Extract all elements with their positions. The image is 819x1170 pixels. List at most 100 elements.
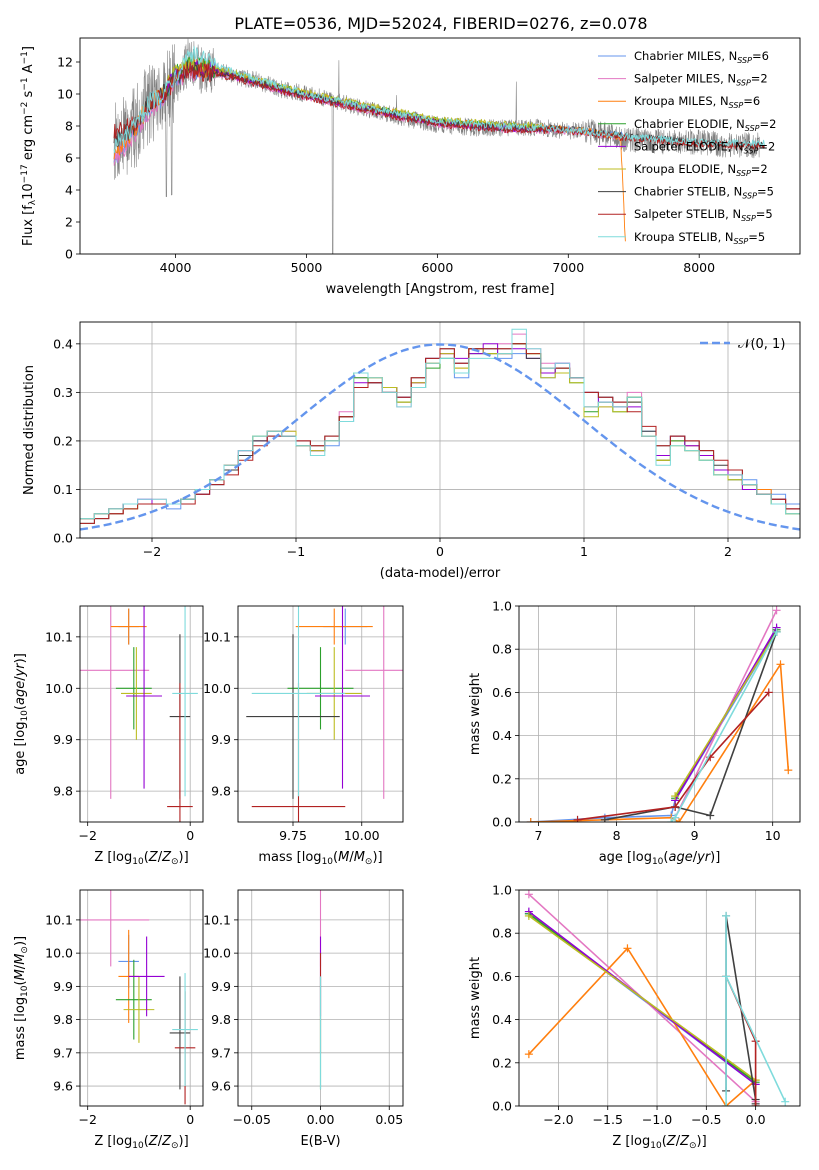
y-tick-label: 0.2 — [492, 771, 512, 786]
axes-frame — [79, 605, 204, 823]
x-tick-label: −2 — [78, 1112, 96, 1127]
errorbar-chabrier_stelib — [169, 976, 191, 1090]
weight-marker-kroupa_miles — [526, 818, 535, 822]
errorbar-salpeter_miles — [80, 606, 150, 799]
mass_vs_extinction-panel: −0.05 0.00 0.05 9.6 9.7 9.8 9.9 10.0 10.1 E(B-V) — [203, 889, 404, 1149]
histogram-salpeter_stelib — [80, 343, 800, 524]
weight-line-salpeter_stelib — [725, 976, 757, 1106]
weight-marker-kroupa_miles — [623, 944, 632, 953]
axes: −2.0 −1.5 −1.0 −0.5 0.0 0.0 0.2 0.4 0.6 0.8 1.0 Z [… — [468, 883, 801, 1151]
weight-marker-kroupa_stelib — [722, 1102, 731, 1106]
model-line-kroupa_stelib — [113, 46, 765, 154]
plot-area — [524, 890, 790, 1106]
axes: 4000 5000 6000 7000 8000 0 2 4 6 8 10 12 wavelength … — [20, 37, 801, 297]
axes: 9.75 10.00 9.8 9.9 10.0 10.1 mass [log10(M/M⊙)… — [203, 605, 404, 867]
weight-marker-kroupa_elodie — [671, 792, 680, 801]
histogram-legend: 𝒩(0, 1) — [700, 337, 785, 352]
grid-lines — [519, 605, 800, 823]
weight-marker-kroupa_stelib — [667, 818, 676, 822]
y-tick-label: 10.1 — [203, 912, 231, 927]
weight-line-chabrier_miles — [528, 913, 757, 1106]
x-tick-label: −1.0 — [642, 1112, 672, 1127]
model-line-kroupa_miles — [113, 57, 626, 242]
errorbar-kroupa_miles — [295, 608, 373, 645]
errorbar-chabrier_elodie — [115, 959, 152, 1040]
x-tick-label: −0.5 — [691, 1112, 721, 1127]
y-axis-label: mass [log10(M/M⊙)] — [13, 936, 30, 1060]
y-tick-label: 2 — [65, 215, 73, 230]
y-tick-label: 10.0 — [203, 946, 231, 961]
errorbar-salpeter_stelib — [167, 683, 193, 822]
weight-line-kroupa_elodie — [674, 631, 778, 797]
residual_histogram-panel: −2 −1 0 1 2 0.0 0.1 0.2 0.3 0.4 (data-model)/error… — [22, 321, 801, 581]
x-tick-label: −1.5 — [593, 1112, 623, 1127]
plot-area — [526, 606, 793, 822]
y-tick-label: 9.8 — [211, 784, 231, 799]
legend-label-chabrier_elodie: Chabrier ELODIE, NSSP=2 — [634, 117, 776, 133]
legend-label-chabrier_stelib: Chabrier STELIB, NSSP=5 — [634, 185, 774, 201]
spectrum-panel: 4000 5000 6000 7000 8000 0 2 4 6 8 10 12 wavelength … — [20, 37, 801, 297]
axes: −2 0 9.6 9.7 9.8 9.9 10.0 10.1 Z [log10(Z/Z⊙)] ma… — [13, 889, 204, 1151]
y-tick-label: 0.6 — [492, 969, 512, 984]
x-tick-label: −2.0 — [543, 1112, 573, 1127]
y-tick-label: 6 — [65, 151, 73, 166]
errorbar-chabrier_stelib — [246, 634, 340, 799]
x-tick-label: 2 — [724, 544, 732, 559]
x-tick-label: −1 — [287, 544, 305, 559]
errorbar-kroupa_stelib — [172, 606, 198, 797]
axes-frame — [518, 605, 801, 823]
axes-frame — [79, 37, 801, 255]
y-tick-label: 9.9 — [53, 732, 73, 747]
y-tick-label: 10 — [57, 87, 73, 102]
y-axis-label: Flux [fλ10−17 erg cm−2 s−1 A−1] — [20, 46, 38, 246]
errorbar-salpeter_elodie — [128, 936, 165, 1017]
weight-line-salpeter_stelib — [577, 691, 770, 821]
y-tick-label: 1.0 — [492, 599, 512, 614]
x-tick-label: 0 — [186, 1112, 194, 1127]
plot-area — [80, 606, 198, 822]
y-axis-label: mass weight — [468, 957, 483, 1039]
normal-curve — [80, 343, 800, 531]
x-axis-label: Z [log10(Z/Z⊙)] — [94, 850, 188, 867]
x-axis-label: Z [log10(Z/Z⊙)] — [94, 1134, 188, 1151]
weight-marker-salpeter_stelib — [573, 815, 582, 822]
weight-marker-kroupa_miles — [675, 818, 684, 822]
x-tick-label: 0.05 — [375, 1112, 403, 1127]
y-tick-label: 0.3 — [53, 385, 73, 400]
spectrum-legend: Chabrier MILES, NSSP=6 Salpeter MILES, NS… — [598, 49, 776, 246]
errorbar-salpeter_miles — [80, 890, 150, 967]
legend-label-kroupa_stelib: Kroupa STELIB, NSSP=5 — [634, 230, 765, 246]
y-tick-label: 0.0 — [492, 815, 512, 830]
x-axis-label: mass [log10(M/M⊙)] — [258, 850, 382, 867]
weight-marker-salpeter_stelib — [764, 688, 773, 697]
weight-marker-kroupa_stelib — [722, 911, 731, 920]
figure-title: PLATE=0536, MJD=52024, FIBERID=0276, z=0… — [234, 14, 647, 33]
y-tick-label: 9.9 — [53, 979, 73, 994]
legend-label-kroupa_elodie: Kroupa ELODIE, NSSP=2 — [634, 162, 768, 178]
y-tick-label: 0.4 — [53, 336, 73, 351]
x-axis-label: Z [log10(Z/Z⊙)] — [612, 1134, 706, 1151]
weight-line-kroupa_elodie — [528, 915, 757, 1081]
y-tick-label: 0.2 — [492, 1055, 512, 1070]
x-tick-label: 0.00 — [307, 1112, 335, 1127]
x-tick-label: 4000 — [160, 260, 192, 275]
errorbar-salpeter_elodie — [315, 606, 370, 789]
weight-marker-kroupa_miles — [776, 660, 785, 669]
y-tick-label: 9.6 — [211, 1079, 231, 1094]
mass_weight_vs_metallicity-panel: −2.0 −1.5 −1.0 −0.5 0.0 0.0 0.2 0.4 0.6 0.8 1.0 Z [… — [468, 883, 801, 1151]
y-tick-label: 0.0 — [492, 1099, 512, 1114]
weight-marker-chabrier_stelib — [600, 815, 609, 822]
y-tick-label: 9.8 — [53, 784, 73, 799]
mass_vs_metallicity-panel: −2 0 9.6 9.7 9.8 9.9 10.0 10.1 Z [log10(Z/Z⊙)] ma… — [13, 889, 204, 1151]
errorbar-kroupa_stelib — [172, 973, 198, 1087]
x-tick-label: 8000 — [683, 260, 715, 275]
y-tick-label: 1.0 — [492, 883, 512, 898]
weight-marker-kroupa_stelib — [772, 627, 781, 636]
legend-label-salpeter_stelib: Salpeter STELIB, NSSP=5 — [634, 207, 773, 223]
x-tick-label: 8 — [613, 828, 621, 843]
x-axis-label: E(B-V) — [300, 1134, 340, 1149]
weight-marker-salpeter_stelib — [671, 802, 680, 811]
model-line-kroupa_elodie — [162, 55, 543, 130]
axes-frame — [79, 321, 801, 539]
